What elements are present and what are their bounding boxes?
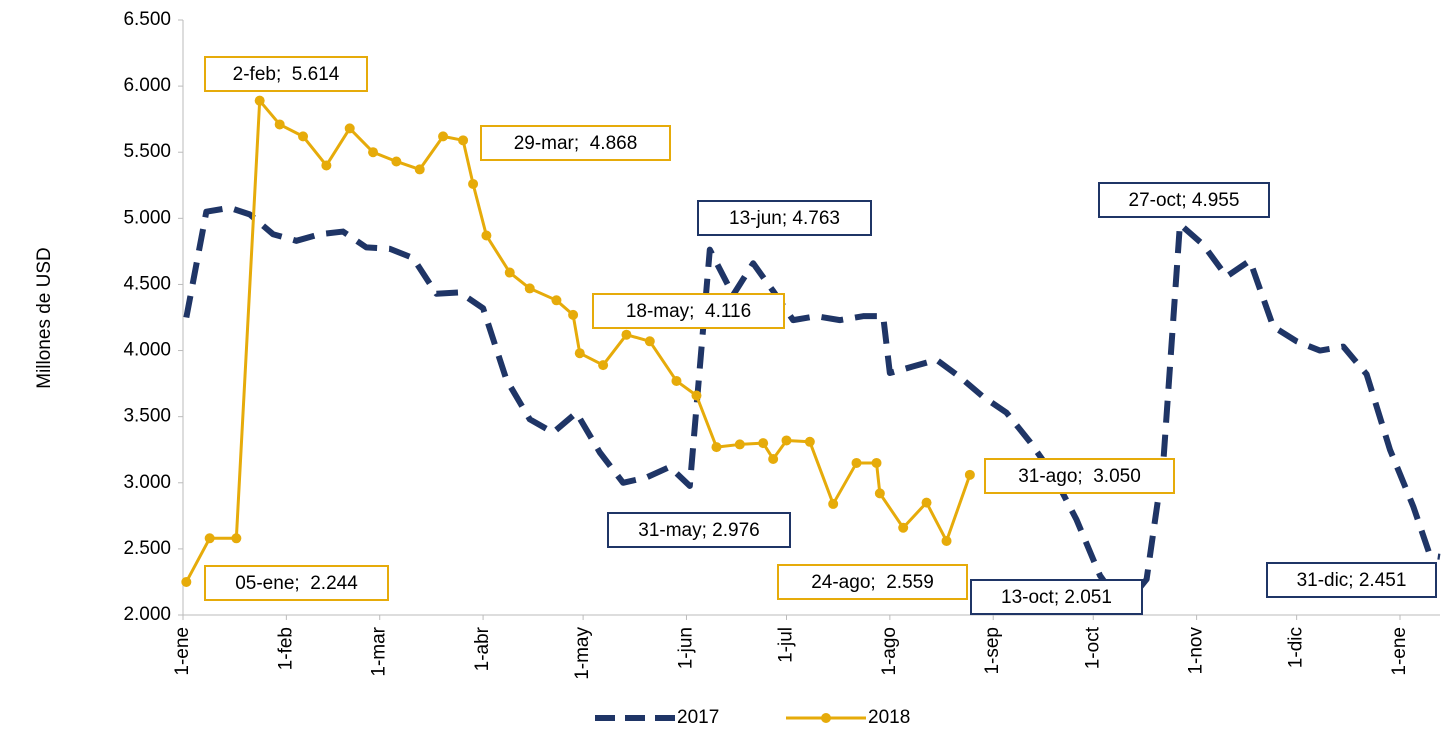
point [804,436,815,447]
point [941,535,952,546]
series-line [183,204,1441,612]
point [231,533,242,544]
point [321,160,332,171]
point [414,164,425,175]
x-tick-label: 1-jun [675,627,696,669]
point [734,439,745,450]
x-tick-label: 1-jul [776,627,797,663]
point [504,267,515,278]
point [828,498,839,509]
point [344,123,355,134]
point [768,453,779,464]
annotation-box [1266,562,1437,598]
annotation: 18-may; 4.116 [626,301,751,322]
y-tick-label: 6.000 [123,75,171,96]
annotation-box [607,512,791,548]
annotation: 31-ago; 3.050 [1018,466,1141,487]
annotation-box [204,56,368,92]
point [874,488,885,499]
point [691,390,702,401]
legend-label: 2018 [868,707,910,728]
annotation: 27-oct; 4.955 [1129,190,1240,211]
legend-label: 2017 [677,707,719,728]
y-tick-label: 3.500 [123,406,171,427]
y-tick-label: 5.500 [123,141,171,162]
point [204,533,215,544]
point [254,95,265,106]
series-line [185,99,972,583]
point [298,131,309,142]
y-tick-label: 2.500 [123,538,171,559]
point [964,469,975,480]
x-tick-label: 1-dic [1286,627,1307,668]
point [551,295,562,306]
annotation: 2-feb; 5.614 [233,64,340,85]
point [391,156,402,167]
y-tick-label: 6.500 [123,9,171,30]
annotation-box [592,293,785,329]
x-tick-label: 1-may [572,627,593,680]
y-tick-label: 4.500 [123,273,171,294]
point [871,457,882,468]
legend-marker [821,713,831,723]
point [851,457,862,468]
x-tick-label: 1-sep [982,627,1003,675]
annotation-box [984,458,1175,494]
point [671,375,682,386]
annotation: 31-dic; 2.451 [1297,570,1407,591]
annotation: 29-mar; 4.868 [514,133,638,154]
y-axis-label: Millones de USD [34,247,55,389]
point [598,360,609,371]
x-tick-label: 1-feb [275,627,296,670]
point [758,438,769,449]
point [524,283,535,294]
x-tick-label: 1-ene [1389,627,1410,676]
x-tick-label: 1-ene [172,627,193,676]
point [468,178,479,189]
point [368,147,379,158]
annotation-box [204,565,389,601]
point [438,131,449,142]
point [921,497,932,508]
point [898,522,909,533]
x-tick-label: 1-oct [1082,626,1103,669]
point [574,348,585,359]
y-tick-label: 5.000 [123,207,171,228]
x-tick-label: 1-abr [472,626,493,671]
annotation-box [777,564,968,600]
annotation: 31-may; 2.976 [638,520,759,541]
annotation-box [697,200,872,236]
annotation: 24-ago; 2.559 [811,572,934,593]
y-tick-label: 3.000 [123,472,171,493]
annotation: 05-ene; 2.244 [235,573,358,594]
point [181,576,192,587]
y-tick-label: 2.000 [123,604,171,625]
point [568,309,579,320]
point [458,135,469,146]
point [621,329,632,340]
y-tick-label: 4.000 [123,340,171,361]
x-tick-label: 1-ago [879,627,900,676]
annotation: 13-oct; 2.051 [1001,587,1112,608]
annotation: 13-jun; 4.763 [729,208,840,229]
x-tick-label: 1-mar [369,626,390,676]
annotation-box [480,125,671,161]
annotation-box [970,579,1143,615]
point [781,435,792,446]
point [481,230,492,241]
point [711,442,722,453]
annotation-box [1098,182,1270,218]
x-tick-label: 1-nov [1186,627,1207,675]
point [274,119,285,130]
point [644,336,655,347]
